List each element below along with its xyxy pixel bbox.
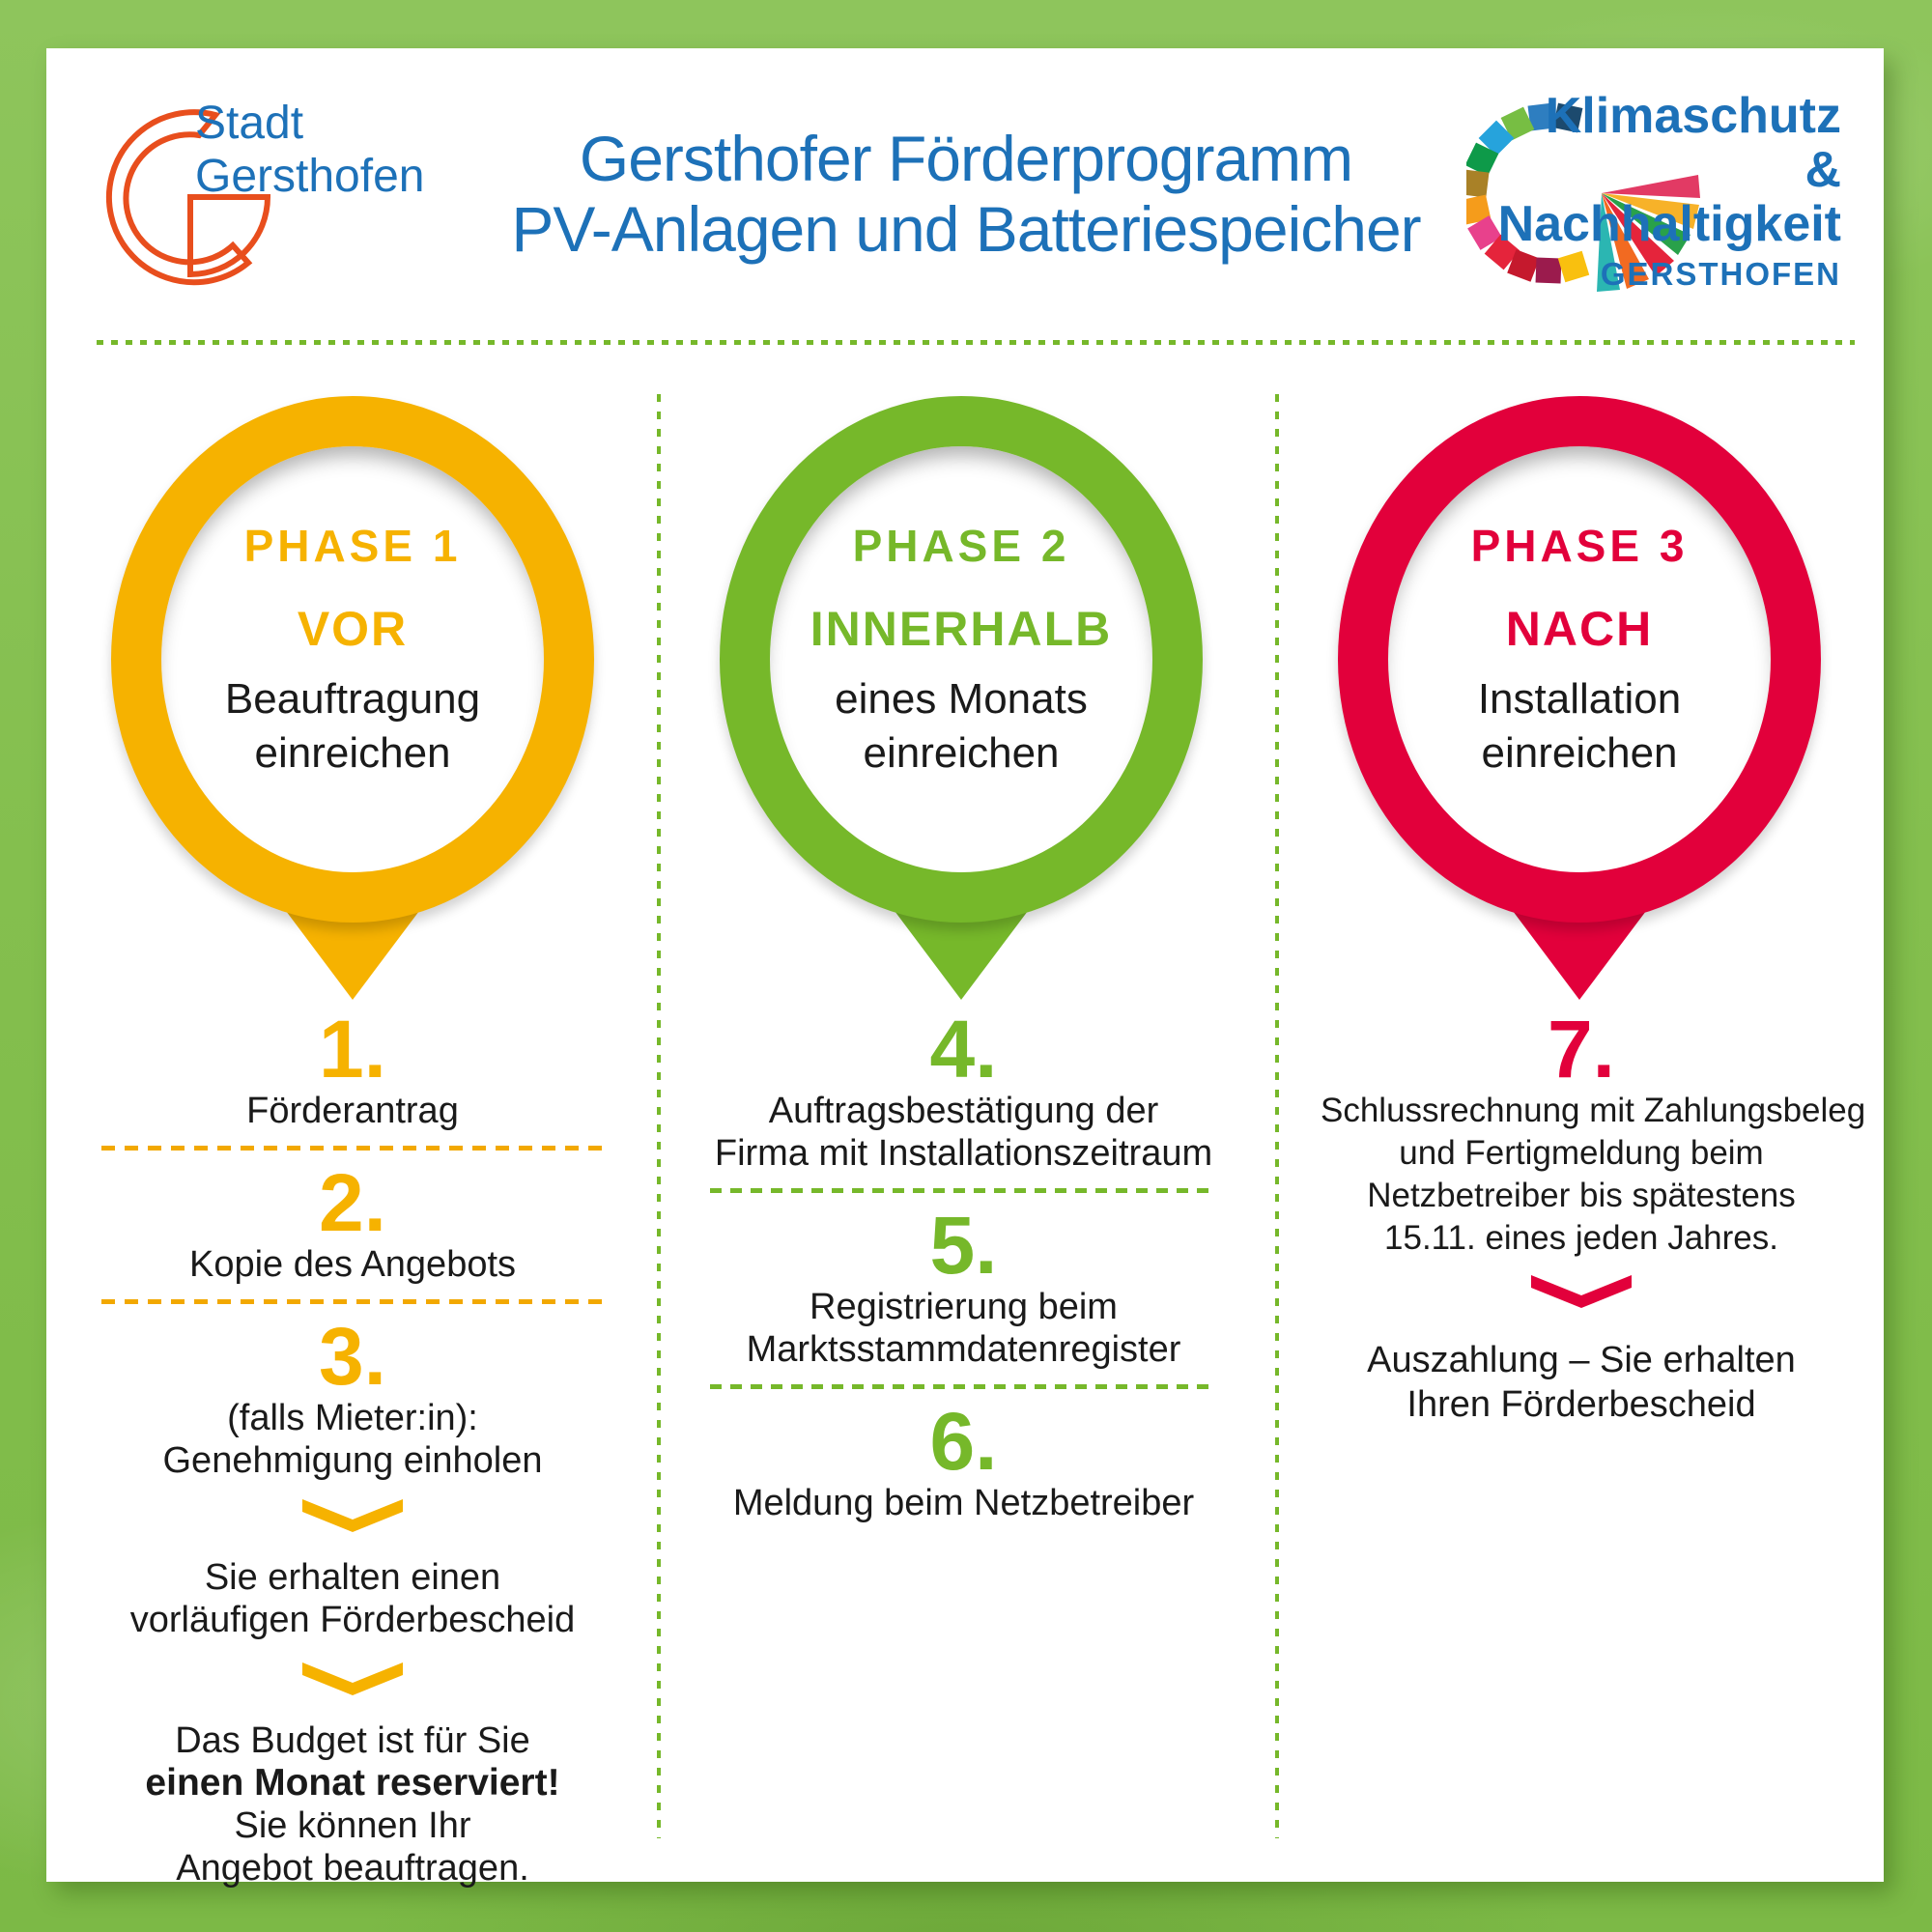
phase-3-outcome-line2: Ihren Förderbescheid [1406, 1384, 1756, 1425]
phase-3-bubble: PHASE 3 NACH Installation einreichen [1338, 396, 1821, 1019]
phase-3-subtitle-line2: einreichen [1481, 729, 1678, 777]
step-7-text-line3: Netzbetreiber bis spätestens [1367, 1177, 1796, 1214]
outcome-1-line1: Sie erhalten einen [204, 1557, 501, 1598]
column-divider-2 [1275, 394, 1279, 1838]
phase-3-subtitle-line1: Installation [1477, 675, 1682, 723]
city-logo-text: Stadt Gersthofen [195, 97, 424, 203]
outcome-2-line3: Sie können Ihr [234, 1805, 471, 1846]
step-6-text: Meldung beim Netzbetreiber [732, 1483, 1195, 1523]
phase-1-bubble-text: PHASE 1 VOR Beauftragung einreichen [169, 396, 536, 923]
chevron-down-icon [1531, 1275, 1632, 1308]
step-7-text: Schlussrechnung mit Zahlungsbeleg und Fe… [1321, 1090, 1866, 1260]
step-4-text-line1: Auftragsbestätigung der [768, 1091, 1159, 1131]
step-dashed-divider [710, 1188, 1217, 1193]
phase-1-steps: 1. Förderantrag 2. Kopie des Angebots 3.… [101, 1004, 604, 1889]
step-6-number: 6. [929, 1396, 998, 1487]
klimaschutz-nachhaltigkeit-logo-icon [1466, 102, 1700, 292]
step-4-number: 4. [929, 1004, 998, 1094]
climate-logo-line3: GERSTHOFEN [1600, 256, 1841, 292]
column-divider-1 [657, 394, 661, 1838]
step-3-text-line2: Genehmigung einholen [162, 1440, 543, 1481]
page-title-line1: Gersthofer Förderprogramm [579, 123, 1353, 194]
phase-1-keyword: VOR [297, 602, 409, 656]
climate-logo-text: Klimaschutz & Nachhaltigkeit GERSTHOFEN [1497, 89, 1841, 292]
outcome-2-line4: Angebot beauftragen. [176, 1848, 529, 1889]
step-5-number: 5. [929, 1200, 998, 1291]
step-dashed-divider [710, 1384, 1217, 1389]
phase-2-subtitle-line2: einreichen [863, 729, 1060, 777]
city-logo-line1: Stadt [195, 98, 304, 149]
city-logo-line2: Gersthofen [195, 151, 425, 202]
step-7-number: 7. [1547, 1004, 1616, 1094]
phase-2-bubble-text: PHASE 2 INNERHALB eines Monats einreiche… [778, 396, 1145, 923]
header-dashed-divider [97, 340, 1855, 345]
step-1-number: 1. [318, 1004, 387, 1094]
climate-logo-line2: Nachhaltigkeit [1497, 196, 1841, 252]
phase-1-label: PHASE 1 [243, 521, 462, 571]
step-2-number: 2. [318, 1157, 387, 1248]
step-4-text: Auftragsbestätigung der Firma mit Instal… [710, 1090, 1217, 1175]
step-3-text: (falls Mieter:in): Genehmigung einholen [101, 1397, 604, 1482]
outcome-2-line2: einen Monat reserviert! [145, 1762, 560, 1804]
phase-3-bubble-text: PHASE 3 NACH Installation einreichen [1396, 396, 1763, 923]
phase-2-keyword: INNERHALB [810, 602, 1113, 656]
phase-1-outcome-2: Das Budget ist für Sie einen Monat reser… [101, 1719, 604, 1889]
climate-logo-line1: Klimaschutz & [1545, 88, 1841, 198]
phase-2-bubble: PHASE 2 INNERHALB eines Monats einreiche… [720, 396, 1203, 1019]
phase-2-label: PHASE 2 [852, 521, 1070, 571]
step-7-text-line2: und Fertigmeldung beim [1399, 1134, 1764, 1172]
step-5-text-line1: Registrierung beim [810, 1287, 1118, 1327]
step-1-text: Förderantrag [246, 1091, 459, 1131]
chevron-down-icon [302, 1662, 403, 1695]
stadt-gersthofen-logo-icon [105, 109, 271, 286]
phase-1-subtitle-line2: einreichen [254, 729, 451, 777]
step-dashed-divider [101, 1299, 604, 1304]
step-3-text-line1: (falls Mieter:in): [227, 1398, 478, 1438]
step-dashed-divider [101, 1146, 604, 1151]
phase-1-subtitle-line1: Beauftragung [224, 675, 481, 723]
step-4-text-line2: Firma mit Installationszeitraum [714, 1133, 1213, 1174]
page-title: Gersthofer Förderprogramm PV-Anlagen und… [444, 124, 1488, 265]
step-3-number: 3. [318, 1311, 387, 1402]
step-7-text-line4: 15.11. eines jeden Jahres. [1384, 1219, 1778, 1257]
phase-1-outcome-1: Sie erhalten einen vorläufigen Förderbes… [101, 1556, 604, 1641]
phase-3-keyword: NACH [1505, 602, 1654, 656]
page-title-line2: PV-Anlagen und Batteriespeicher [511, 193, 1421, 265]
chevron-down-icon [302, 1499, 403, 1532]
outcome-1-line2: vorläufigen Förderbescheid [129, 1600, 576, 1640]
step-2-text: Kopie des Angebots [188, 1244, 517, 1285]
step-5-text: Registrierung beim Marktsstammdatenregis… [710, 1286, 1217, 1371]
outcome-2-line1: Das Budget ist für Sie [175, 1720, 530, 1761]
phase-2-steps: 4. Auftragsbestätigung der Firma mit Ins… [710, 1004, 1217, 1524]
phase-2-subtitle-line1: eines Monats [835, 675, 1088, 723]
phase-3-steps: 7. Schlussrechnung mit Zahlungsbeleg und… [1321, 1004, 1866, 1427]
phase-3-label: PHASE 3 [1470, 521, 1689, 571]
step-5-text-line2: Marktsstammdatenregister [746, 1329, 1181, 1370]
phase-3-outcome: Auszahlung – Sie erhalten Ihren Förderbe… [1321, 1338, 1842, 1427]
phase-3-outcome-line1: Auszahlung – Sie erhalten [1367, 1340, 1796, 1380]
step-7-text-line1: Schlussrechnung mit Zahlungsbeleg [1321, 1092, 1866, 1129]
phase-1-bubble: PHASE 1 VOR Beauftragung einreichen [111, 396, 594, 1019]
